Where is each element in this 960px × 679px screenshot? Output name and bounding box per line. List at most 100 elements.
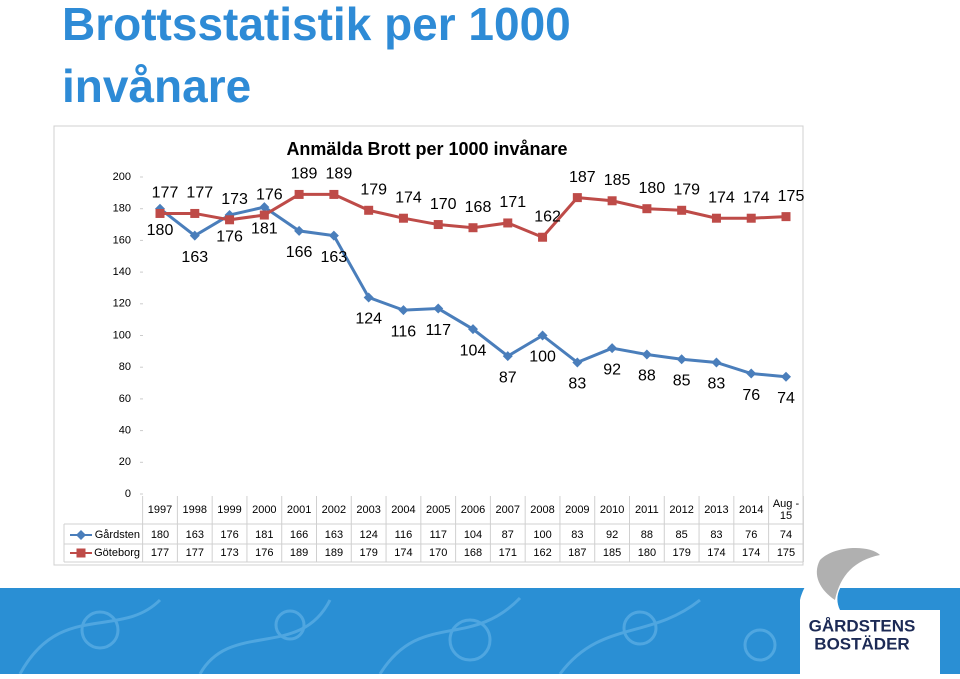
table-cell: 185 (603, 547, 621, 559)
data-label: 87 (499, 369, 517, 386)
data-point (607, 343, 618, 354)
data-label: 189 (326, 166, 353, 183)
data-label: 117 (425, 322, 451, 339)
data-point (642, 204, 652, 214)
data-point (328, 230, 339, 241)
table-cell: 92 (606, 529, 618, 541)
table-cell: 187 (568, 547, 586, 559)
data-point (398, 213, 408, 223)
x-tick-text: 2003 (356, 504, 381, 516)
data-label: 187 (569, 169, 596, 186)
table-cell: 168 (464, 547, 482, 559)
data-point (503, 218, 513, 228)
data-point (363, 292, 374, 303)
data-label: 168 (465, 199, 492, 216)
data-point (711, 357, 722, 368)
x-tick-label: 2014 (738, 504, 764, 516)
y-tick-label: 100 (113, 329, 131, 341)
x-tick-label: 1998 (183, 504, 207, 516)
x-tick-label: 1997 (148, 504, 172, 516)
x-tick-text: 2004 (391, 504, 416, 516)
logo-swirl (816, 548, 880, 600)
y-tick-label: 60 (119, 393, 131, 405)
table-cell: 117 (429, 529, 447, 541)
table-cell: 116 (395, 529, 413, 541)
chart-frame (53, 125, 804, 566)
table-cell: 166 (290, 529, 308, 541)
y-tick-label: 0 (125, 488, 131, 500)
data-label: 174 (395, 189, 422, 206)
data-label: 124 (355, 311, 382, 328)
table-cell: 180 (638, 547, 656, 559)
table-cell: 87 (502, 529, 514, 541)
data-point (294, 225, 305, 236)
x-tick-label: 2003 (356, 504, 381, 516)
data-label: 189 (291, 166, 318, 183)
x-tick-text: 2014 (738, 504, 764, 516)
x-tick-label: 2002 (321, 504, 347, 516)
data-point (468, 223, 478, 233)
x-tick-text: 2001 (286, 504, 312, 516)
data-point (468, 324, 478, 335)
y-tick-label: 140 (113, 266, 131, 278)
x-tick-label: 2011 (635, 504, 659, 516)
table-cell: 179 (672, 547, 690, 559)
data-label: 174 (708, 189, 735, 206)
y-tick-label: 160 (113, 234, 131, 246)
x-tick-text: 2012 (669, 504, 694, 516)
x-tick-label: 2009 (565, 504, 589, 516)
data-point (502, 351, 513, 362)
table-cell: 176 (255, 547, 273, 559)
footer-pattern (18, 596, 777, 675)
data-label: 162 (534, 208, 561, 225)
data-point (259, 210, 269, 220)
x-tick-text: 2002 (321, 504, 347, 516)
data-point (781, 212, 791, 222)
data-point (746, 368, 757, 379)
x-tick-text: 2000 (252, 504, 277, 516)
data-point (155, 208, 165, 218)
data-label: 173 (221, 191, 248, 208)
data-point (676, 354, 687, 365)
x-tick-label: 2006 (460, 504, 486, 516)
chart-title: Anmälda Brott per 1000 invånare (286, 139, 567, 159)
data-label: 181 (251, 220, 278, 237)
table-cell: 181 (255, 529, 273, 541)
table-cell: 175 (777, 547, 795, 559)
x-tick-text: Aug - 15 (772, 498, 800, 522)
table-cell: 170 (429, 547, 447, 559)
data-label: 74 (777, 390, 795, 407)
x-tick-text: 1999 (217, 504, 242, 516)
data-label: 176 (256, 186, 283, 203)
table-cell: 171 (499, 547, 517, 559)
x-tick-text: 2006 (460, 504, 486, 516)
slide-title: Brottsstatistik per 1000 (62, 0, 571, 50)
data-label: 83 (708, 376, 726, 393)
data-point (641, 349, 652, 360)
legend-key-marker (76, 530, 86, 540)
legend-key-marker (76, 548, 86, 558)
data-point (329, 189, 339, 199)
data-point (781, 371, 791, 382)
y-tick-label: 80 (119, 361, 131, 373)
x-tick-label: 2010 (599, 504, 625, 516)
table-cell: 88 (641, 529, 653, 541)
data-point (572, 193, 582, 203)
table-cell: 177 (151, 547, 169, 559)
x-tick-label: Aug - 15 (772, 498, 800, 522)
data-label: 88 (638, 368, 656, 385)
data-point (398, 305, 409, 316)
table-cell: 176 (220, 529, 238, 541)
data-label: 185 (604, 172, 631, 189)
x-tick-label: 2007 (496, 504, 520, 516)
data-point (189, 230, 200, 241)
data-point (711, 213, 721, 223)
y-tick-label: 40 (119, 425, 131, 437)
x-tick-text: 2010 (599, 504, 625, 516)
table-cell: 76 (745, 529, 757, 541)
data-label: 175 (778, 188, 805, 205)
data-label: 174 (743, 189, 770, 206)
data-label: 176 (216, 228, 243, 245)
y-tick-label: 20 (119, 456, 131, 468)
table-cell: 100 (533, 529, 551, 541)
